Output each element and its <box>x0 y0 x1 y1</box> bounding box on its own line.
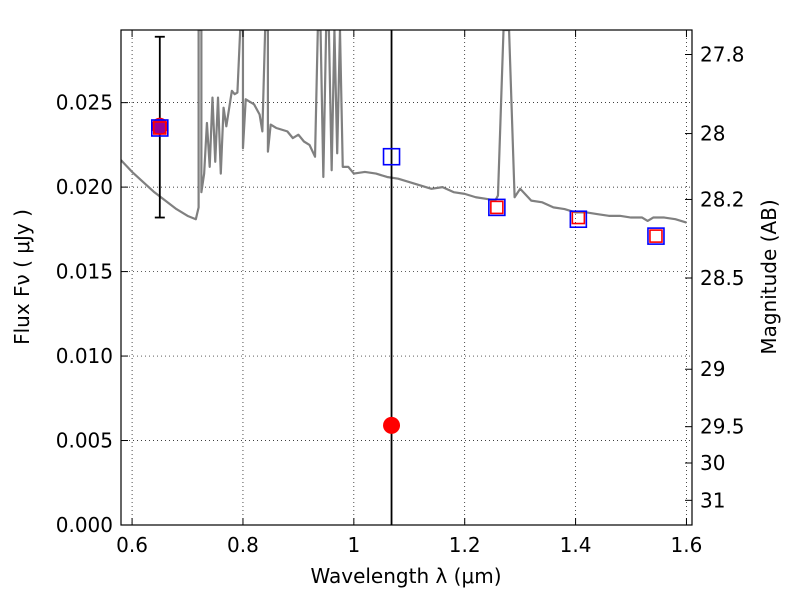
y2-axis-label: Magnitude (AB) <box>757 199 781 354</box>
y2-tick-label: 29 <box>700 357 725 381</box>
x-tick-label: 0.8 <box>227 533 259 557</box>
model-square <box>151 119 169 137</box>
y2-tick-label: 29.5 <box>700 415 745 439</box>
spectrum-line <box>121 30 687 224</box>
x-tick-label: 1 <box>347 533 360 557</box>
x-tick-label: 0.6 <box>116 533 148 557</box>
model-square <box>647 227 665 245</box>
model-square <box>569 210 588 229</box>
x-axis-label: Wavelength λ (μm) <box>310 564 501 588</box>
y-tick-label: 0.020 <box>56 175 113 199</box>
y-tick-label: 0.010 <box>56 344 113 368</box>
y2-tick-label: 27.8 <box>700 42 745 66</box>
x-tick-label: 1.6 <box>671 533 703 557</box>
y-tick-label: 0.005 <box>56 429 113 453</box>
y2-tick-label: 28.5 <box>700 266 745 290</box>
model-square <box>488 198 506 217</box>
plot-area <box>121 30 687 525</box>
y-axis-label: Flux Fν ( μJy ) <box>10 209 34 345</box>
x-tick-label: 1.2 <box>449 533 481 557</box>
plot-frame <box>120 29 693 526</box>
x-tick-label: 1.4 <box>560 533 592 557</box>
y2-tick-label: 28 <box>700 122 725 146</box>
observed-point <box>383 416 401 434</box>
grid-lines <box>121 30 692 526</box>
model-square-inner <box>153 121 167 135</box>
y-tick-label: 0.000 <box>56 513 113 537</box>
model-square <box>382 147 401 166</box>
y2-tick-label: 28.2 <box>700 187 745 211</box>
y2-tick-label: 31 <box>700 488 725 512</box>
model-square-inner <box>649 229 663 243</box>
axis-ticks: 0.6 0.8 1 1.2 1.4 1.6 0.000 0.005 0.010 0.015 0.02… <box>56 30 745 557</box>
y2-tick-label: 30 <box>700 451 725 475</box>
y-tick-label: 0.025 <box>56 91 113 115</box>
y-tick-label: 0.015 <box>56 260 113 284</box>
model-square-inner <box>490 200 504 215</box>
